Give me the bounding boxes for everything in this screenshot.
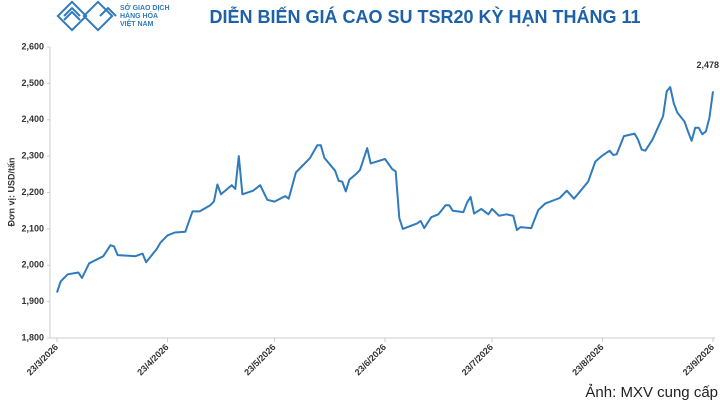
x-tick-label: 23/5/2026	[242, 342, 277, 377]
y-tick-label: 2,500	[21, 78, 44, 88]
y-tick-label: 2,600	[21, 41, 44, 51]
x-tick-label: 23/8/2026	[570, 342, 605, 377]
y-tick-label: 1,900	[21, 296, 44, 306]
y-tick-label: 2,000	[21, 260, 44, 270]
logo-icon	[56, 0, 117, 32]
logo-text: SỞ GIAO DỊCH	[120, 3, 170, 12]
caption: Ảnh: MXV cung cấp	[585, 384, 718, 401]
y-tick-label: 2,400	[21, 114, 44, 124]
logo-text: VIỆT NAM	[120, 19, 154, 28]
chart-title: DIỄN BIẾN GIÁ CAO SU TSR20 KỲ HẠN THÁNG …	[209, 6, 640, 27]
x-tick-label: 23/9/2026	[681, 342, 716, 377]
y-tick-label: 2,100	[21, 223, 44, 233]
line	[56, 86, 714, 293]
x-tick-label: 23/4/2026	[135, 342, 170, 377]
x-tick-label: 23/3/2026	[25, 342, 60, 377]
x-tick-label: 23/7/2026	[460, 342, 495, 377]
logo-text: HÀNG HÓA	[120, 11, 158, 20]
y-tick-label: 2,200	[21, 187, 44, 197]
y-axis-label: Đơn vị: USD/tấn	[6, 158, 16, 227]
x-tick-label: 23/6/2026	[353, 342, 388, 377]
data-label: 2,478	[696, 60, 719, 70]
y-tick-label: 1,800	[21, 332, 44, 342]
y-tick-label: 2,300	[21, 151, 44, 161]
